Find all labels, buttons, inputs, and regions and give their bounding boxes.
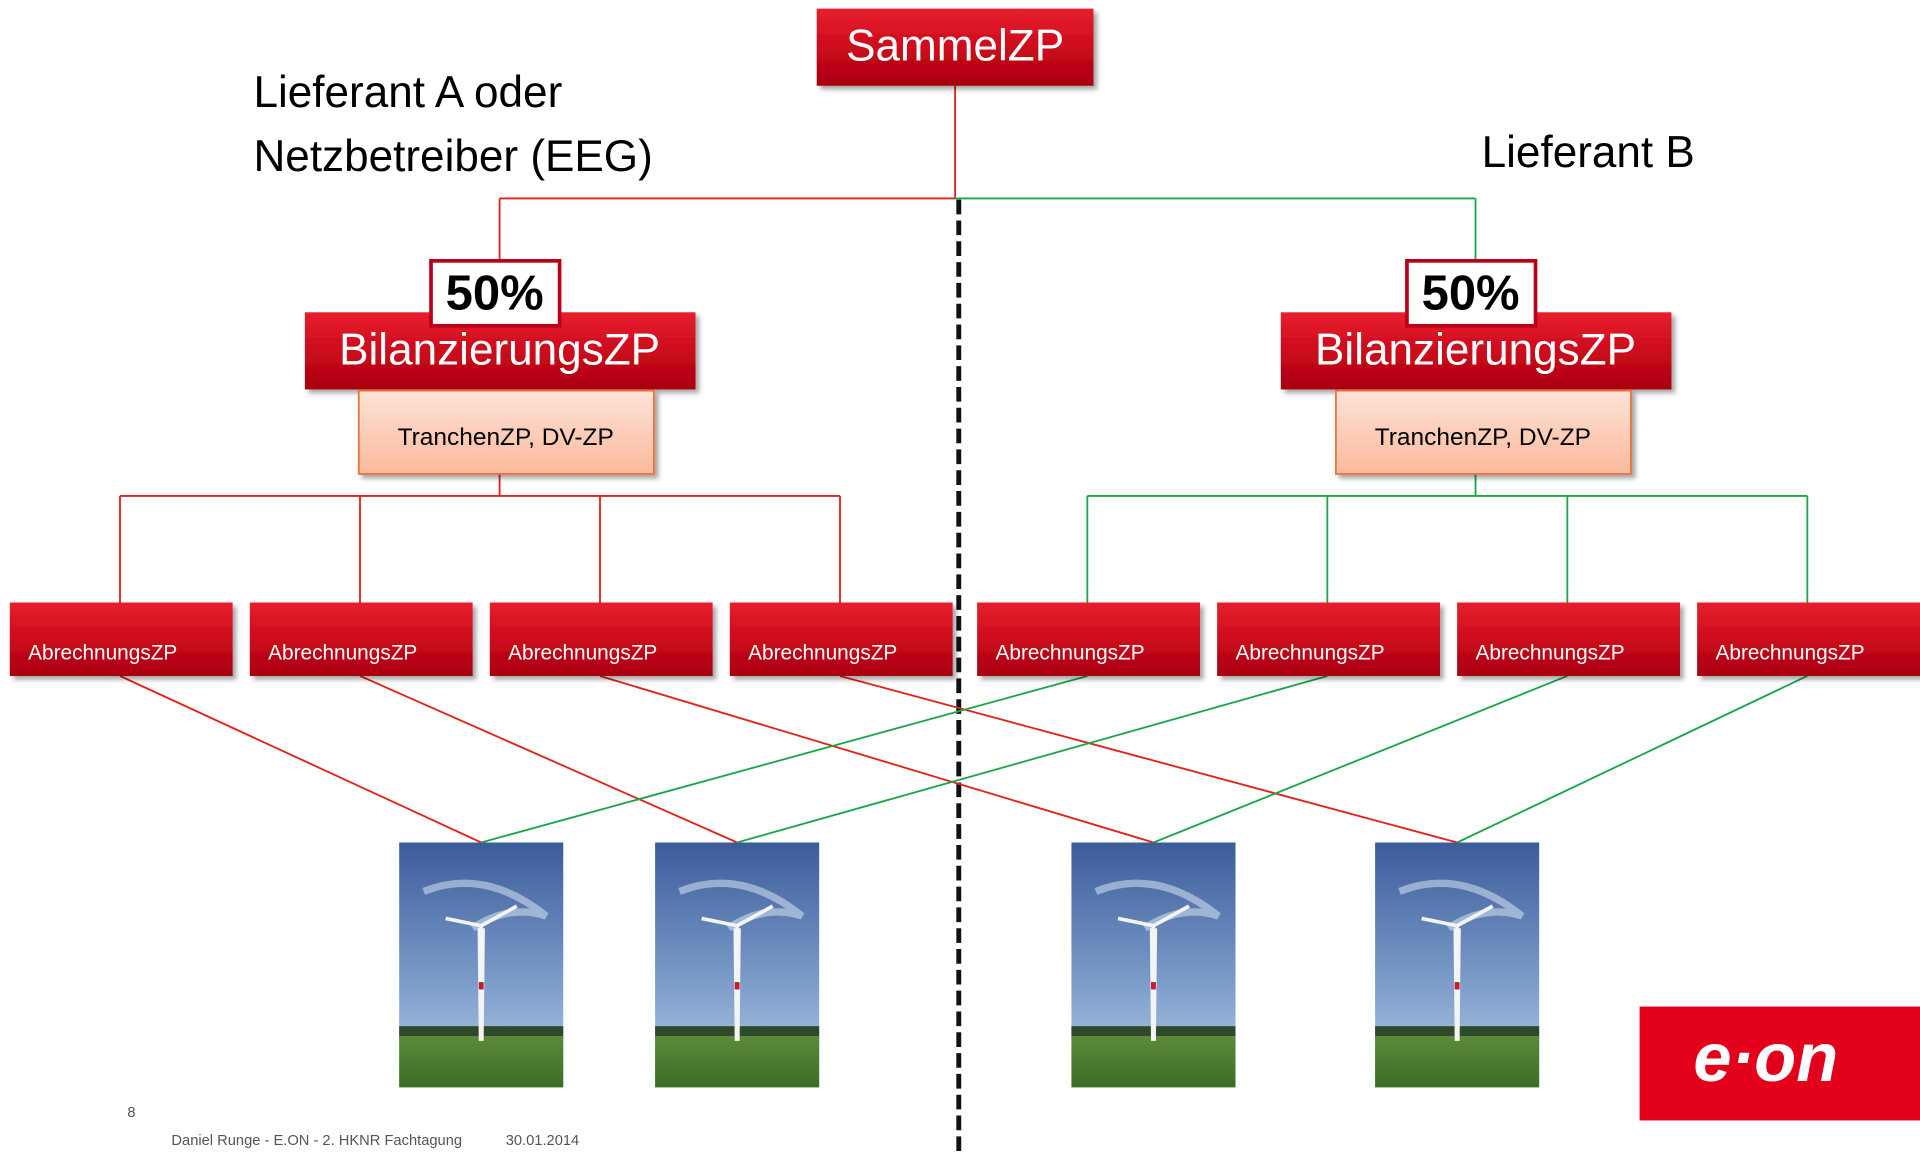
billing-box [1457, 602, 1680, 675]
turbine-image [1375, 842, 1539, 1087]
billing-box [977, 602, 1200, 675]
billing-label: AbrechnungsZP [1716, 641, 1865, 664]
billing-label: AbrechnungsZP [28, 641, 177, 664]
billing-box [1697, 602, 1920, 675]
logo-text: e·on [1693, 1019, 1838, 1096]
billing-box [490, 602, 713, 675]
page: {"root":{"label":"SammelZP"}, "groups":[… [0, 0, 1920, 1156]
footer-date: 30.01.2014 [506, 1133, 580, 1149]
billing-box [10, 602, 233, 675]
diagram: Lieferant A oder Netzbetreiber (EEG) Bilan… [0, 0, 1920, 1156]
turbine-image [655, 842, 819, 1087]
balance-label: BilanzierungsZP [339, 325, 660, 374]
supplier-label: Lieferant B [1482, 128, 1695, 177]
billing-label: AbrechnungsZP [748, 641, 897, 664]
billing-label: AbrechnungsZP [1476, 641, 1625, 664]
turbine-image [1071, 842, 1235, 1087]
billing-label: AbrechnungsZP [1236, 641, 1385, 664]
turbine-image [399, 842, 563, 1087]
page-number: 8 [127, 1105, 135, 1121]
billing-label: AbrechnungsZP [508, 641, 657, 664]
tranche-label: TranchenZP, DV-ZP [398, 424, 614, 451]
billing-box [1217, 602, 1440, 675]
supplier-label: Netzbetreiber (EEG) [253, 132, 652, 181]
root-label: SammelZP [846, 22, 1064, 71]
billing-box [730, 602, 953, 675]
billing-label: AbrechnungsZP [268, 641, 417, 664]
billing-box [250, 602, 473, 675]
share-label: 50% [446, 266, 544, 320]
supplier-label: Lieferant A oder [253, 68, 562, 117]
share-label: 50% [1422, 266, 1520, 320]
footer-text: Daniel Runge - E.ON - 2. HKNR Fachtagung [171, 1133, 462, 1149]
billing-label: AbrechnungsZP [996, 641, 1145, 664]
tranche-label: TranchenZP, DV-ZP [1375, 424, 1591, 451]
balance-label: BilanzierungsZP [1315, 325, 1636, 374]
